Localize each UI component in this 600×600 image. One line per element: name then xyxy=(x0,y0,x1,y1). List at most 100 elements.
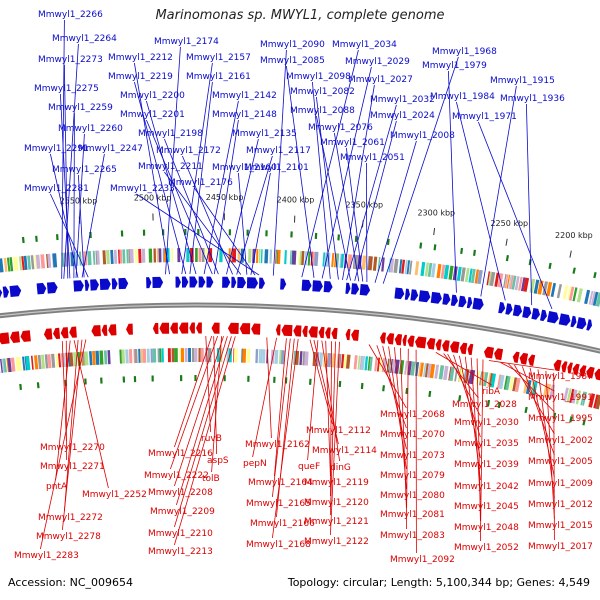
cog-segment xyxy=(304,351,309,366)
cog-segment xyxy=(593,394,599,409)
gene-leader-line xyxy=(321,340,340,462)
gene-label: Mmwyl1_1968 xyxy=(432,47,497,57)
gene-label: Mmwyl1_2114 xyxy=(312,446,377,456)
forward-rna-markers xyxy=(21,229,597,279)
gene-leader-line xyxy=(286,65,315,278)
gene-label: Mmwyl1_2030 xyxy=(454,418,519,428)
gene-label: Mmwyl1_2291 xyxy=(24,144,89,154)
cog-segment xyxy=(110,249,114,264)
backbone-highlight xyxy=(0,304,600,352)
rna-marker xyxy=(433,244,437,251)
cog-segment xyxy=(489,271,496,287)
cog-segment xyxy=(122,249,126,264)
cog-segment xyxy=(518,276,523,291)
gene-label: Mmwyl1_2271 xyxy=(40,462,105,472)
cog-segment xyxy=(357,355,361,370)
gene-label: Mmwyl1_2160 xyxy=(212,163,277,173)
cog-segment xyxy=(336,353,340,368)
gene-leader-line xyxy=(174,336,232,528)
gene-arrow xyxy=(450,294,458,306)
gene-leader-line xyxy=(400,347,407,509)
cog-segment xyxy=(46,253,49,269)
cog-segment xyxy=(15,357,19,372)
gene-leader-line xyxy=(189,81,213,275)
gene-label: pepN xyxy=(243,459,267,469)
cog-segment xyxy=(427,262,433,277)
cog-segment xyxy=(422,362,427,378)
cog-segment xyxy=(34,355,39,370)
gene-arrow xyxy=(126,323,133,335)
gene-arrow xyxy=(189,276,198,288)
cog-segment xyxy=(134,248,138,264)
cog-segment xyxy=(269,249,273,264)
rna-marker xyxy=(572,267,576,274)
circular-map-track: 2200 kbp 2250 kbp 2300 kbp 2350 kbp 2400 kbp… xyxy=(0,193,600,426)
cog-segment xyxy=(40,354,46,369)
cog-segment xyxy=(47,253,52,268)
gene-leader-line xyxy=(55,340,71,481)
kbp-tick xyxy=(433,228,436,236)
gene-label: Mmwyl1_2252 xyxy=(82,490,147,500)
cog-segment xyxy=(511,275,517,290)
gene-arrow xyxy=(222,276,231,288)
cog-segment xyxy=(259,349,263,364)
gene-label: Mmwyl1_2029 xyxy=(345,57,410,67)
cog-segment xyxy=(133,349,136,364)
gene-label: pntA xyxy=(46,482,68,492)
cog-segment xyxy=(134,348,138,364)
gene-arrow xyxy=(69,326,77,338)
cog-segment xyxy=(572,287,578,302)
cog-segment xyxy=(99,350,104,365)
gene-arrow xyxy=(505,303,513,315)
gene-leader-line xyxy=(354,120,397,282)
gene-label: Mmwyl1_2081 xyxy=(380,510,445,520)
kbp-label: 2550 kbp xyxy=(60,197,98,206)
cog-segment xyxy=(542,383,548,398)
cog-segment xyxy=(27,255,32,270)
gene-arrow xyxy=(251,323,261,335)
gene-label: Mmwyl1_1915 xyxy=(490,76,555,86)
gene-arrow xyxy=(442,293,451,305)
cog-segment xyxy=(443,264,450,280)
gene-leader-line xyxy=(81,153,105,278)
cog-segment xyxy=(319,352,324,367)
gene-leader-line xyxy=(164,171,242,275)
cog-segment xyxy=(293,350,297,365)
gene-arrow xyxy=(146,277,152,289)
cog-segment xyxy=(327,352,332,368)
cog-segment xyxy=(338,353,342,368)
kbp-label: 2350 kbp xyxy=(345,201,383,210)
gene-arrow xyxy=(484,346,494,359)
forward-strand-genes xyxy=(0,276,592,331)
cog-segment xyxy=(10,357,16,372)
gene-arrow xyxy=(293,325,302,337)
kbp-label: 2450 kbp xyxy=(206,193,244,202)
gene-arrow xyxy=(430,291,442,304)
gene-arrow xyxy=(9,285,22,297)
rna-marker xyxy=(360,382,364,390)
gene-arrow xyxy=(43,328,53,340)
gene-label: Mmwyl1_2079 xyxy=(380,471,445,481)
gene-label: dinG xyxy=(330,463,351,473)
cog-segment xyxy=(549,384,555,399)
cog-segment xyxy=(520,277,526,292)
gene-arrow xyxy=(407,335,415,347)
cog-segment xyxy=(301,251,305,266)
gene-arrow xyxy=(450,341,460,353)
gene-leader-line xyxy=(488,360,555,371)
cog-segment xyxy=(584,289,591,305)
gene-leader-line xyxy=(226,138,259,275)
cog-segment xyxy=(25,355,31,371)
cog-segment xyxy=(312,351,316,367)
cog-segment xyxy=(92,350,96,366)
gene-arrow xyxy=(380,332,386,344)
cog-segment xyxy=(575,390,582,405)
cog-segment xyxy=(299,250,302,266)
cog-segment xyxy=(30,255,35,270)
gene-arrow xyxy=(73,280,84,292)
cog-segment xyxy=(23,255,28,271)
gene-arrow xyxy=(458,295,467,308)
gene-label: Mmwyl1_2042 xyxy=(454,482,519,492)
gene-leader-line xyxy=(64,64,69,279)
cog-segment xyxy=(340,253,345,268)
